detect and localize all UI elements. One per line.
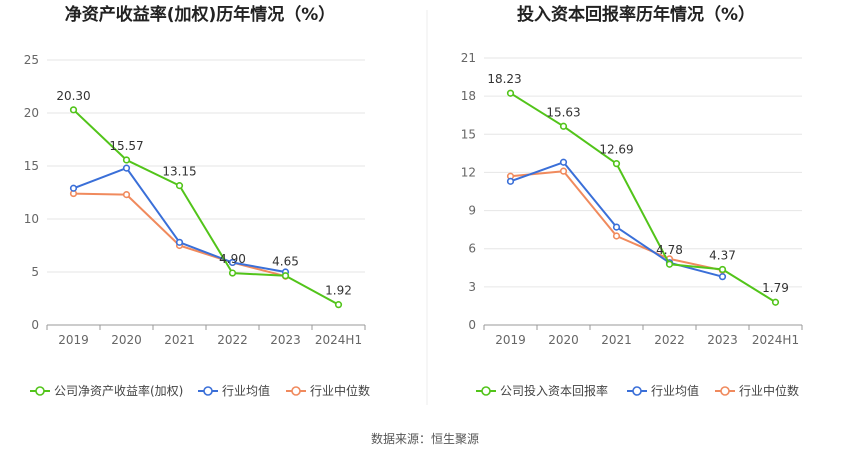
series-line-avg <box>510 161 723 278</box>
y-tick-label: 15 <box>461 127 476 141</box>
x-tick-label: 2019 <box>58 333 89 347</box>
x-tick-label: 2021 <box>601 333 632 347</box>
x-tick-label: 2023 <box>707 333 738 347</box>
data-label: 13.15 <box>162 165 196 179</box>
data-label: 4.90 <box>219 252 246 266</box>
legend-item-avg: 行业均值 <box>198 383 270 398</box>
y-tick-label: 25 <box>24 53 39 67</box>
data-point-company <box>228 269 237 277</box>
y-tick-label: 5 <box>31 265 39 279</box>
chart-panel-1: 净资产收益率(加权)历年情况（%） 0 5 10 15 20 25 2019 2020 2021 2… <box>24 4 370 398</box>
data-point-avg <box>69 184 78 192</box>
data-point-avg <box>175 238 184 246</box>
legend-label: 公司净资产收益率(加权) <box>54 383 183 398</box>
x-tick-label: 2020 <box>548 333 579 347</box>
legend-label: 行业均值 <box>651 383 699 398</box>
legend-marker <box>720 386 730 396</box>
x-tick-label: 2019 <box>495 333 526 347</box>
data-point-avg <box>612 223 621 231</box>
y-tick-label: 21 <box>461 51 476 65</box>
data-point-avg <box>228 258 237 267</box>
legend-marker <box>632 386 642 396</box>
x-tick-label: 2022 <box>217 333 248 347</box>
legend-item-company: 公司净资产收益率(加权) <box>30 383 183 398</box>
data-point-company <box>69 106 78 114</box>
legend-item-avg: 行业均值 <box>627 383 699 398</box>
data-point-company <box>506 89 515 97</box>
legend-label: 公司投入资本回报率 <box>500 383 608 398</box>
data-point-company <box>334 301 343 309</box>
chart-title: 投入资本回报率历年情况（%） <box>517 4 755 25</box>
x-tick-label: 2024H1 <box>315 333 362 347</box>
y-tick-label: 6 <box>468 242 476 256</box>
data-point-avg <box>559 158 568 166</box>
legend-item-company: 公司投入资本回报率 <box>476 383 608 398</box>
x-tick-label: 2024H1 <box>752 333 799 347</box>
data-point-median <box>612 232 621 240</box>
data-point-company <box>122 156 131 164</box>
data-point-company <box>612 160 621 168</box>
data-label: 15.63 <box>546 105 580 119</box>
x-tick-label: 2023 <box>270 333 301 347</box>
y-tick-label: 3 <box>468 280 476 294</box>
data-point-median <box>559 167 568 175</box>
y-tick-label: 0 <box>468 318 476 332</box>
legend-marker <box>203 386 213 396</box>
data-point-avg <box>718 273 727 281</box>
chart-panel-2: 投入资本回报率历年情况（%） 0 3 6 9 12 15 18 21 2019 2020 2021 20… <box>461 4 803 398</box>
data-label: 1.92 <box>325 284 352 298</box>
y-tick-label: 0 <box>31 318 39 332</box>
y-tick-label: 18 <box>461 89 476 103</box>
legend-item-median: 行业中位数 <box>715 383 799 398</box>
data-point-avg <box>122 164 131 172</box>
y-tick-label: 20 <box>24 106 39 120</box>
data-label: 4.65 <box>272 255 299 269</box>
y-tick-label: 12 <box>461 165 476 179</box>
legend-item-median: 行业中位数 <box>286 383 370 398</box>
series-line-median <box>510 170 723 272</box>
legend-marker <box>35 386 45 396</box>
x-tick-label: 2020 <box>111 333 142 347</box>
legend-marker <box>291 386 301 396</box>
data-point-company <box>175 182 184 190</box>
data-point-company <box>718 265 727 274</box>
data-point-company <box>771 298 780 306</box>
data-label: 18.23 <box>487 72 521 86</box>
y-tick-label: 9 <box>468 204 476 218</box>
legend-label: 行业中位数 <box>310 383 370 398</box>
legend-marker <box>481 386 491 396</box>
data-point-median <box>122 191 131 199</box>
data-point-avg <box>506 177 515 185</box>
legend-label: 行业均值 <box>222 383 270 398</box>
data-label: 15.57 <box>109 139 143 153</box>
data-point-company <box>559 122 568 130</box>
data-point-company <box>665 260 674 268</box>
data-label: 20.30 <box>56 89 90 103</box>
chart-title: 净资产收益率(加权)历年情况（%） <box>65 4 336 25</box>
data-source-label: 数据来源：恒生聚源 <box>371 431 479 446</box>
x-tick-label: 2021 <box>164 333 195 347</box>
data-label: 1.79 <box>762 281 789 295</box>
legend-label: 行业中位数 <box>739 383 799 398</box>
series-line-company <box>72 109 339 306</box>
series-line-median <box>73 192 286 278</box>
data-label: 12.69 <box>599 143 633 157</box>
y-tick-label: 15 <box>24 159 39 173</box>
x-tick-label: 2022 <box>654 333 685 347</box>
series-line-company <box>509 92 777 304</box>
data-point-company <box>281 272 290 280</box>
data-label: 4.78 <box>656 243 683 257</box>
y-tick-label: 10 <box>24 212 39 226</box>
data-label: 4.37 <box>709 248 736 262</box>
